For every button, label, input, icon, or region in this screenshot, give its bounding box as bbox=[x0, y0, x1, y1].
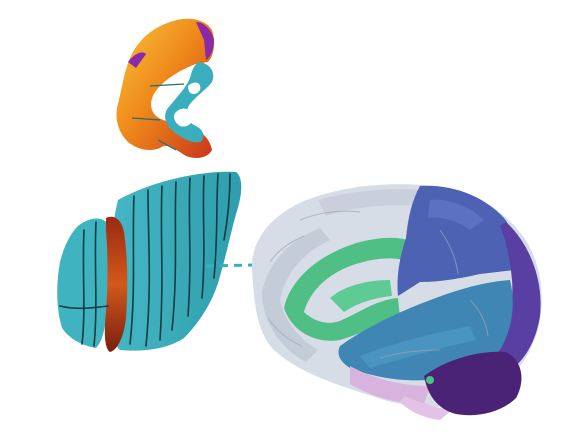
brain-sulci bbox=[267, 210, 489, 359]
brain-gray-upper bbox=[318, 189, 420, 216]
slice-white-matter-hole-2 bbox=[188, 82, 201, 95]
brain-pink-bottom bbox=[400, 396, 452, 420]
brain-dark-purple bbox=[424, 351, 522, 416]
coronal-heatmap-slice bbox=[116, 18, 215, 159]
parcellated-brain bbox=[251, 184, 542, 420]
brain-green-cingulate bbox=[284, 237, 416, 341]
slice-cut-2 bbox=[131, 117, 161, 121]
brain-indigo-region bbox=[397, 185, 516, 296]
brain-blue-gyri bbox=[360, 326, 476, 368]
slab-cut-lines bbox=[59, 173, 231, 347]
brain-gray-medial bbox=[262, 228, 330, 362]
slice-white-matter-hole bbox=[173, 108, 193, 127]
slice-purple-tip-2 bbox=[128, 52, 146, 68]
brain-indigo-gyri bbox=[428, 199, 484, 230]
slice-cut-1 bbox=[149, 83, 185, 87]
brain-green-dot bbox=[426, 376, 434, 384]
slice-purple-tip bbox=[196, 22, 214, 60]
slice-cut-3 bbox=[157, 139, 177, 151]
brain-green-inner bbox=[330, 280, 392, 312]
slab-main bbox=[106, 171, 242, 351]
sectioned-slab-stack bbox=[57, 171, 242, 352]
brain-pink-inferior bbox=[350, 366, 430, 404]
slab-heat-edge bbox=[104, 216, 128, 352]
